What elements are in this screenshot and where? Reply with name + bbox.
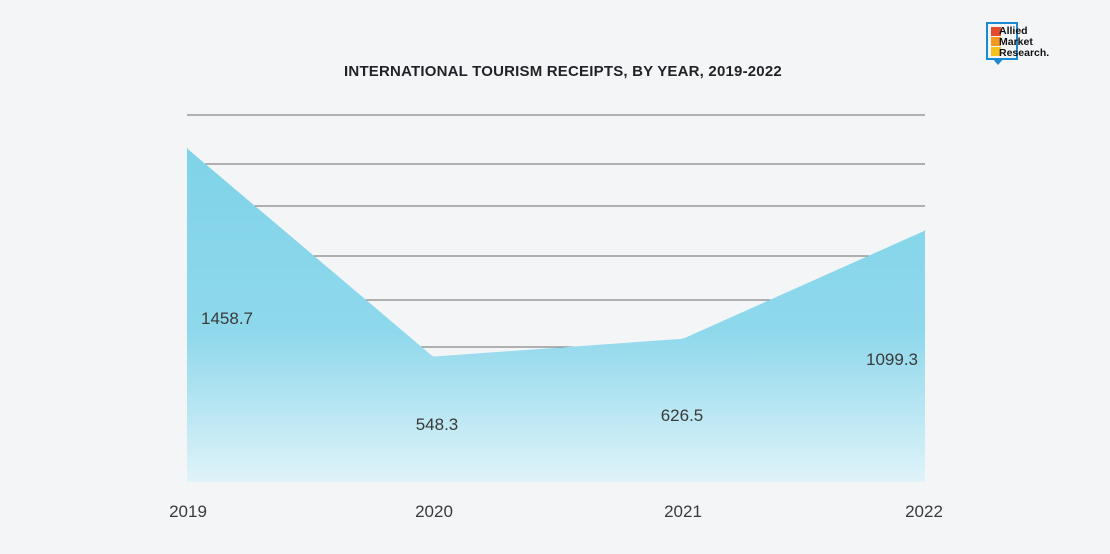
data-label-2021: 626.5 xyxy=(661,406,704,425)
logo-tail xyxy=(992,58,1004,65)
x-tick-2021: 2021 xyxy=(664,502,702,521)
data-label-2019: 1458.7 xyxy=(201,309,253,328)
logo-bar-yellow xyxy=(991,47,1001,56)
data-point-2019 xyxy=(186,147,188,149)
allied-market-research-logo: Allied Market Research. xyxy=(986,20,1076,70)
logo-text-line2: Market xyxy=(999,36,1033,48)
data-label-2020: 548.3 xyxy=(416,415,459,434)
x-tick-2020: 2020 xyxy=(415,502,453,521)
chart-title: INTERNATIONAL TOURISM RECEIPTS, BY YEAR,… xyxy=(344,63,782,80)
data-point-2021 xyxy=(682,338,684,340)
data-point-2020 xyxy=(432,356,434,358)
data-label-2022: 1099.3 xyxy=(866,350,918,369)
data-point-2022 xyxy=(924,230,926,232)
tick-layer: 2019 2020 2021 2022 xyxy=(169,502,943,521)
logo-bar-red xyxy=(991,27,1001,36)
x-tick-2022: 2022 xyxy=(905,502,943,521)
logo-text-line3: Research. xyxy=(999,47,1050,59)
logo-text-line1: Allied xyxy=(999,25,1028,37)
area-layer xyxy=(186,147,926,482)
area-series-receipts xyxy=(187,148,925,482)
x-tick-2019: 2019 xyxy=(169,502,207,521)
logo-bar-orange xyxy=(991,37,1001,46)
label-layer: 1458.7 548.3 626.5 1099.3 xyxy=(201,309,918,434)
